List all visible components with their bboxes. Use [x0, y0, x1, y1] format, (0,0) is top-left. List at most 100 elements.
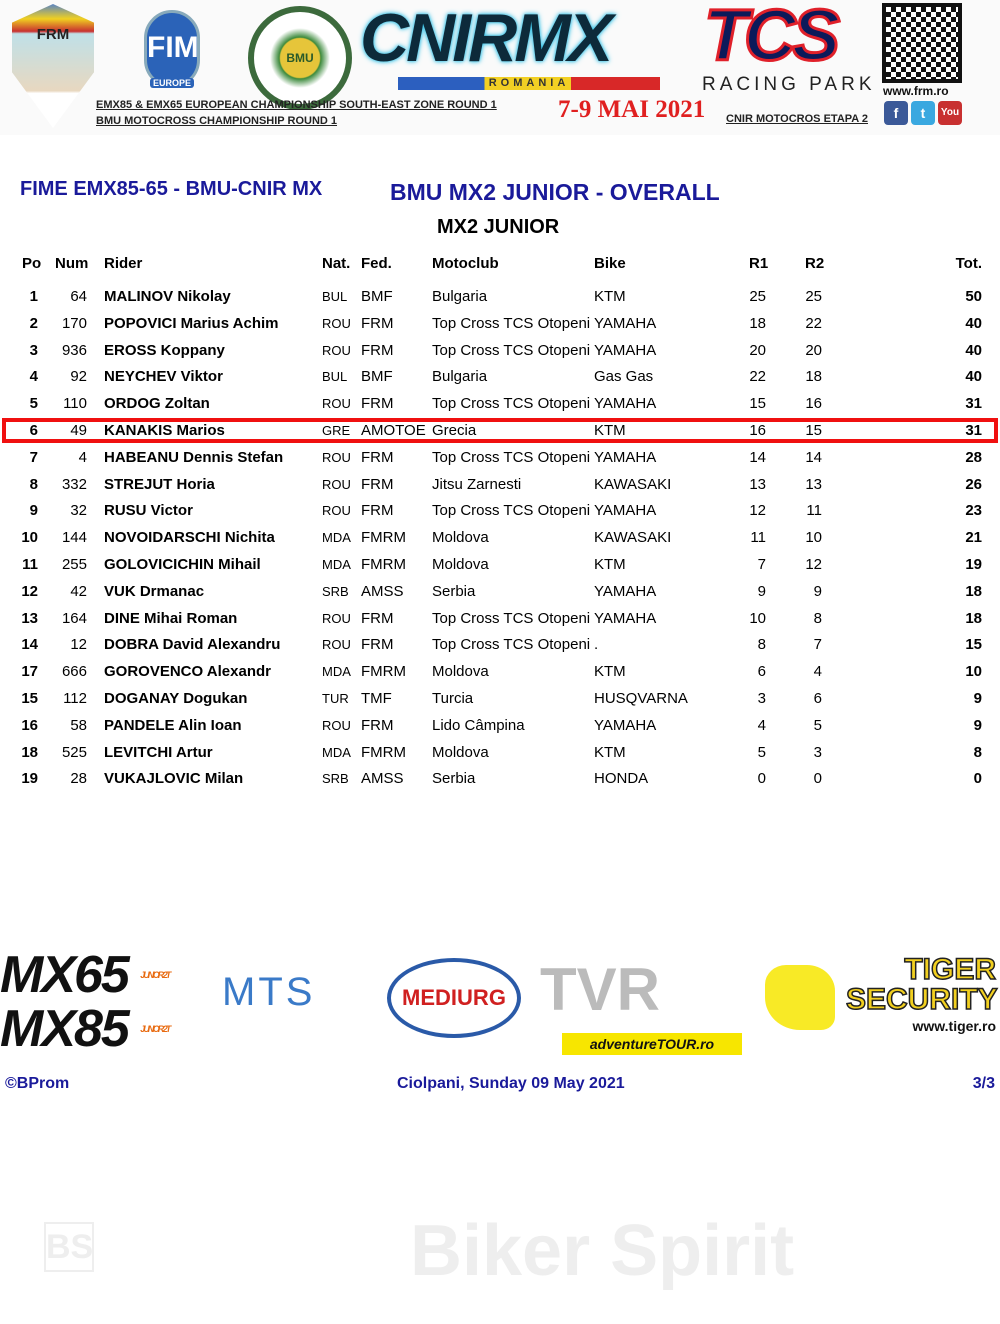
col-po: Po — [22, 255, 42, 272]
cell-nat: BUL — [322, 369, 348, 385]
cell-tot: 40 — [965, 314, 982, 332]
championship-title: FIME EMX85-65 - BMU-CNIR MX — [20, 178, 323, 200]
cell-fed: TMF — [361, 690, 392, 707]
cell-r2: 8 — [813, 609, 822, 627]
cell-fed: FMRM — [361, 556, 406, 573]
col-club: Motoclub — [432, 255, 499, 272]
cell-r1: 0 — [757, 770, 766, 788]
event-lines: EMX85 & EMX65 EUROPEAN CHAMPIONSHIP SOUT… — [96, 97, 497, 129]
cell-r2: 14 — [805, 448, 822, 466]
cell-rider: EROSS Koppany — [104, 341, 225, 359]
col-bike: Bike — [594, 255, 626, 272]
table-row: 17 666 GOROVENCO Alexandr MDA FMRM Moldova KTM… — [0, 659, 1000, 685]
cell-r2: 15 — [805, 422, 822, 439]
cell-fed: FRM — [361, 609, 394, 627]
cell-rider: GOLOVICICHIN Mihail — [104, 556, 261, 573]
event-line-1: EMX85 & EMX65 EUROPEAN CHAMPIONSHIP SOUT… — [96, 99, 497, 111]
fim-logo-sub: EUROPE — [150, 78, 194, 88]
cell-rider: NOVOIDARSCHI Nichita — [104, 529, 275, 547]
cell-nat: SRB — [322, 771, 349, 787]
cell-po: 5 — [29, 395, 38, 413]
cell-r1: 9 — [757, 582, 766, 600]
cell-po: 19 — [21, 770, 38, 788]
cell-tot: 18 — [965, 609, 982, 627]
cell-num: 666 — [61, 663, 87, 681]
cell-club: Turcia — [432, 690, 474, 707]
cell-nat: SRB — [322, 583, 349, 599]
cell-po: 7 — [29, 448, 38, 466]
cell-r1: 14 — [749, 448, 766, 466]
cell-r2: 25 — [805, 288, 822, 305]
cell-tot: 21 — [965, 529, 982, 547]
twitter-icon[interactable]: t — [911, 101, 935, 125]
website-link[interactable]: www.frm.ro — [883, 84, 949, 98]
cell-fed: FRM — [361, 502, 394, 520]
table-header: Po Num Rider Nat. Fed. Motoclub Bike R1 … — [0, 251, 1000, 277]
cell-nat: ROU — [322, 342, 351, 358]
cell-r2: 11 — [806, 502, 822, 520]
cell-bike: KTM — [594, 288, 626, 305]
highlight-box — [2, 418, 998, 443]
cell-r1: 11 — [750, 529, 766, 547]
cell-bike: YAMAHA — [594, 609, 657, 627]
col-fed: Fed. — [361, 255, 392, 272]
cell-bike: KAWASAKI — [594, 529, 672, 547]
cell-po: 18 — [21, 743, 38, 761]
adventure-tour-logo: adventureTOUR.ro — [562, 1033, 742, 1055]
cell-fed: AMSS — [361, 770, 404, 788]
table-row: 7 4 HABEANU Dennis Stefan ROU FRM Top Cross T… — [0, 445, 1000, 471]
table-row: 19 28 VUKAJLOVIC Milan SRB AMSS Serbia HONDA 0 0… — [0, 766, 1000, 792]
tcs-logo: TCS — [703, 0, 842, 76]
col-r2: R2 — [805, 255, 825, 272]
cell-tot: 23 — [965, 502, 982, 520]
cell-bike: Gas Gas — [594, 368, 654, 386]
cell-rider: VUKAJLOVIC Milan — [104, 770, 244, 788]
cell-tot: 19 — [965, 556, 982, 573]
cell-rider: DINE Mihai Roman — [104, 609, 238, 627]
table-row: 18 525 LEVITCHI Artur MDA FMRM Moldova KTM 5 3 8 — [0, 740, 1000, 766]
cell-nat: BUL — [322, 289, 348, 304]
mediurg-logo: MEDIURG — [387, 958, 521, 1038]
cell-r1: 16 — [749, 422, 766, 439]
cell-r2: 12 — [805, 556, 822, 573]
cell-bike: KTM — [594, 556, 626, 573]
cell-r1: 6 — [757, 663, 766, 681]
racing-park-text: RACING PARK — [702, 74, 876, 95]
cell-tot: 9 — [973, 690, 982, 707]
cell-club: Grecia — [432, 422, 477, 439]
cnir-etapa: CNIR MOTOCROS ETAPA 2 — [726, 113, 868, 125]
cell-po: 17 — [21, 663, 38, 681]
cell-fed: BMF — [361, 368, 393, 386]
cell-club: Moldova — [432, 743, 489, 761]
cell-club: Lido Câmpina — [432, 716, 525, 734]
cell-fed: AMOTOE — [361, 422, 426, 439]
cell-nat: MDA — [322, 530, 351, 546]
cell-nat: ROU — [322, 476, 351, 492]
cell-bike: YAMAHA — [594, 502, 657, 520]
cell-num: 936 — [61, 341, 87, 359]
cell-r2: 10 — [805, 529, 822, 547]
cell-nat: ROU — [322, 503, 351, 519]
cell-nat: MDA — [322, 557, 351, 572]
table-row: 11 255 GOLOVICICHIN Mihail MDA FMRM Moldova KT… — [0, 552, 1000, 578]
bs-watermark: BS — [44, 1222, 94, 1272]
cell-rider: MALINOV Nikolay — [104, 288, 231, 305]
table-row: 13 164 DINE Mihai Roman ROU FRM Top Cross TCS… — [0, 606, 1000, 632]
cell-tot: 8 — [973, 743, 982, 761]
cell-r1: 7 — [757, 556, 766, 573]
mx85-logo: MX85 JUNIOR 2T — [0, 1000, 171, 1058]
cell-rider: VUK Drmanac — [104, 582, 205, 600]
cell-r2: 16 — [805, 395, 822, 413]
cell-po: 13 — [21, 609, 38, 627]
cell-r2: 18 — [805, 368, 822, 386]
cell-club: Bulgaria — [432, 288, 488, 305]
facebook-icon[interactable]: f — [884, 101, 908, 125]
youtube-icon[interactable]: You — [938, 101, 962, 125]
cell-r2: 7 — [813, 636, 822, 654]
cell-tot: 15 — [965, 636, 982, 654]
cell-nat: ROU — [322, 610, 351, 626]
cell-nat: ROU — [322, 396, 351, 412]
cell-po: 16 — [21, 716, 38, 734]
mx65-logo: MX65 JUNIOR 2T — [0, 946, 171, 1004]
cell-num: 64 — [70, 288, 87, 305]
